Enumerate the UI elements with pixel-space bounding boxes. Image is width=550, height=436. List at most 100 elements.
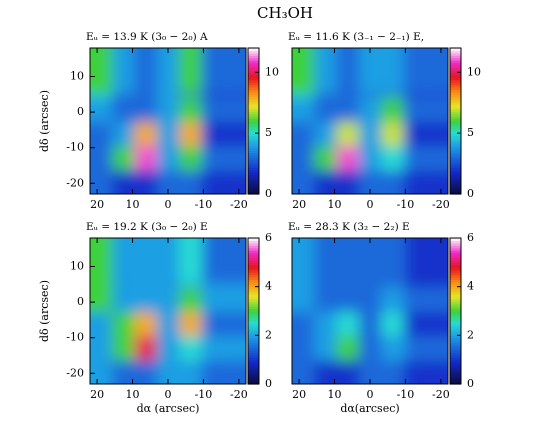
colorbar-step — [248, 155, 259, 159]
heatmap — [90, 238, 246, 384]
heatmap-cell — [381, 335, 405, 361]
colorbar-step — [248, 262, 259, 266]
colorbar-step — [450, 69, 461, 73]
x-tick-label: -20 — [230, 198, 248, 211]
colorbar-step — [450, 371, 461, 375]
colorbar-step — [450, 306, 461, 310]
colorbar-step — [450, 50, 461, 54]
heatmap-cell — [179, 145, 203, 171]
colorbar-step — [248, 364, 259, 368]
colorbar-step — [248, 362, 259, 366]
heatmap-cell — [134, 145, 158, 171]
colorbar-step — [248, 301, 259, 305]
colorbar-step — [248, 379, 259, 383]
colorbar-step — [450, 374, 461, 378]
x-tick-label: -20 — [432, 388, 450, 401]
y-tick-label: 10 — [70, 259, 84, 272]
colorbar-step — [248, 57, 259, 61]
panel-title: Eᵤ = 13.9 K (3₀ − 2₀) A — [86, 31, 208, 43]
colorbar-step — [450, 320, 461, 324]
colorbar-step — [248, 50, 259, 54]
colorbar-step — [450, 130, 461, 134]
colorbar-step — [248, 150, 259, 154]
colorbar-step — [248, 286, 259, 290]
heatmap — [292, 238, 448, 384]
colorbar-step — [450, 113, 461, 117]
colorbar-step — [450, 67, 461, 71]
heatmap-cell — [381, 145, 405, 171]
heatmap-cells — [90, 48, 246, 194]
colorbar-step — [450, 186, 461, 190]
heatmap-cell — [112, 48, 136, 94]
x-tick-label: 0 — [165, 198, 172, 211]
colorbar-step — [248, 48, 259, 52]
colorbar-frame — [449, 47, 462, 195]
heatmap-cell — [381, 96, 405, 122]
colorbar-step — [248, 191, 259, 195]
panel-title: Eᵤ = 28.3 K (3₂ − 2₂) E — [288, 221, 410, 233]
colorbar-step — [248, 374, 259, 378]
x-tick-label: -20 — [432, 198, 450, 211]
colorbar-step — [450, 379, 461, 383]
heatmap-cell — [156, 96, 181, 122]
colorbar-step — [450, 169, 461, 173]
colorbar-step — [450, 247, 461, 251]
colorbar-step — [248, 340, 259, 344]
x-tick-label: 20 — [292, 198, 306, 211]
colorbar-step — [450, 74, 461, 78]
colorbar-step — [450, 99, 461, 103]
colorbar-step — [248, 332, 259, 336]
colorbar-step — [248, 86, 259, 90]
colorbar-step — [248, 145, 259, 149]
heatmap-cell — [156, 121, 181, 147]
colorbar-step — [248, 325, 259, 329]
colorbar-step — [450, 286, 461, 290]
heatmap-cell — [381, 48, 405, 94]
colorbar-step — [450, 174, 461, 178]
colorbar-step — [248, 169, 259, 173]
colorbar-step — [450, 274, 461, 278]
heatmap-cell — [381, 286, 405, 312]
colorbar-step — [248, 272, 259, 276]
colorbar-step — [248, 242, 259, 246]
colorbar-step — [450, 262, 461, 266]
heatmap-cell — [381, 238, 405, 284]
colorbar-step — [450, 62, 461, 66]
colorbar-step — [450, 86, 461, 90]
heatmap-cell — [203, 286, 246, 312]
colorbar-frame — [449, 237, 462, 385]
colorbar-step — [450, 296, 461, 300]
heatmap — [292, 48, 448, 194]
heatmap-cell — [358, 145, 383, 171]
heatmap-cell — [336, 48, 360, 94]
colorbar-step — [248, 274, 259, 278]
colorbar-step — [450, 162, 461, 166]
heatmap-cells — [292, 238, 448, 384]
colorbar-step — [450, 335, 461, 339]
colorbar-step — [450, 94, 461, 98]
colorbar-step — [248, 357, 259, 361]
heatmap-cell — [179, 311, 203, 337]
heatmap-cell — [358, 311, 383, 337]
heatmap-cell — [203, 96, 246, 122]
x-tick-label: 10 — [126, 198, 140, 211]
colorbar-step — [248, 311, 259, 315]
colorbar-step — [248, 352, 259, 356]
colorbar-step — [248, 347, 259, 351]
colorbar-step — [450, 352, 461, 356]
colorbar-step — [248, 298, 259, 302]
colorbar-step — [450, 328, 461, 332]
colorbar-step — [248, 179, 259, 183]
colorbar-step — [450, 181, 461, 185]
colorbar-step — [248, 279, 259, 283]
colorbar-step — [450, 291, 461, 295]
colorbar-step — [450, 284, 461, 288]
colorbar-step — [248, 113, 259, 117]
colorbar-tick-label: 0 — [467, 187, 474, 200]
heatmap-cell — [156, 48, 181, 94]
heatmap-cell — [179, 96, 203, 122]
colorbar-step — [248, 284, 259, 288]
colorbar-step — [450, 369, 461, 373]
colorbar-step — [248, 82, 259, 86]
colorbar-tick-label: 6 — [467, 231, 474, 244]
